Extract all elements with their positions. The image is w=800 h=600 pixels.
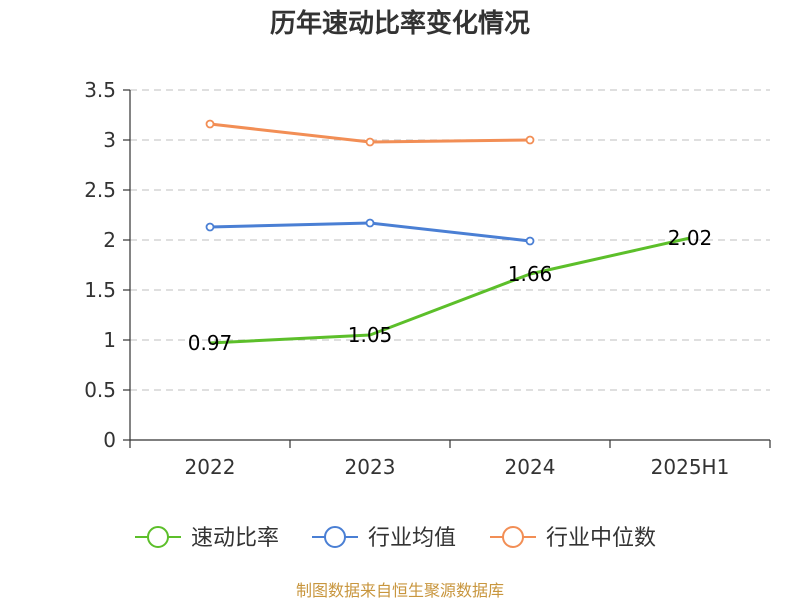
legend-label: 速动比率	[191, 526, 279, 551]
y-tick-label: 0	[103, 428, 116, 452]
legend-marker-icon	[502, 526, 524, 548]
y-tick-label: 2.5	[84, 178, 116, 202]
series-line-0	[209, 236, 691, 345]
legend-item-0[interactable]: 速动比率	[135, 526, 279, 551]
data-label: 2.02	[668, 226, 713, 250]
source-note: 制图数据来自恒生聚源数据库	[296, 581, 504, 600]
legend-label: 行业中位数	[546, 526, 656, 551]
x-tick-label: 2025H1	[651, 455, 730, 479]
x-tick-label: 2023	[345, 455, 396, 479]
x-tick-label: 2022	[185, 455, 236, 479]
axes: 0 0.5 1 1.5 2 2.5 3 3.5 2022 2023 2024 2025H1	[84, 78, 771, 479]
y-tick-label: 1.5	[84, 278, 116, 302]
legend[interactable]: 速动比率 行业均值 行业中位数	[135, 526, 656, 551]
x-tick-label: 2024	[505, 455, 556, 479]
grid-lines	[130, 89, 770, 391]
data-labels: 0.97 1.05 1.66 2.02	[188, 226, 713, 355]
legend-item-1[interactable]: 行业均值	[312, 526, 456, 551]
data-label: 1.05	[348, 323, 393, 347]
series-1-point	[525, 236, 535, 246]
series-2-point	[525, 135, 535, 145]
data-label: 1.66	[508, 262, 553, 286]
y-tick-label: 0.5	[84, 378, 116, 402]
legend-marker-icon	[147, 526, 169, 548]
chart-title: 历年速动比率变化情况	[270, 8, 530, 39]
legend-marker-icon	[324, 526, 346, 548]
legend-label: 行业均值	[368, 526, 456, 551]
data-label: 0.97	[188, 331, 233, 355]
y-tick-label: 1	[103, 328, 116, 352]
series-2-point	[205, 119, 215, 129]
y-tick-label: 3.5	[84, 78, 116, 102]
y-tick-label: 2	[103, 228, 116, 252]
series-1-point	[365, 218, 375, 228]
series-1-point	[205, 222, 215, 232]
y-tick-label: 3	[103, 128, 116, 152]
legend-item-2[interactable]: 行业中位数	[490, 526, 656, 551]
series-2-point	[365, 137, 375, 147]
series-group	[205, 119, 691, 345]
